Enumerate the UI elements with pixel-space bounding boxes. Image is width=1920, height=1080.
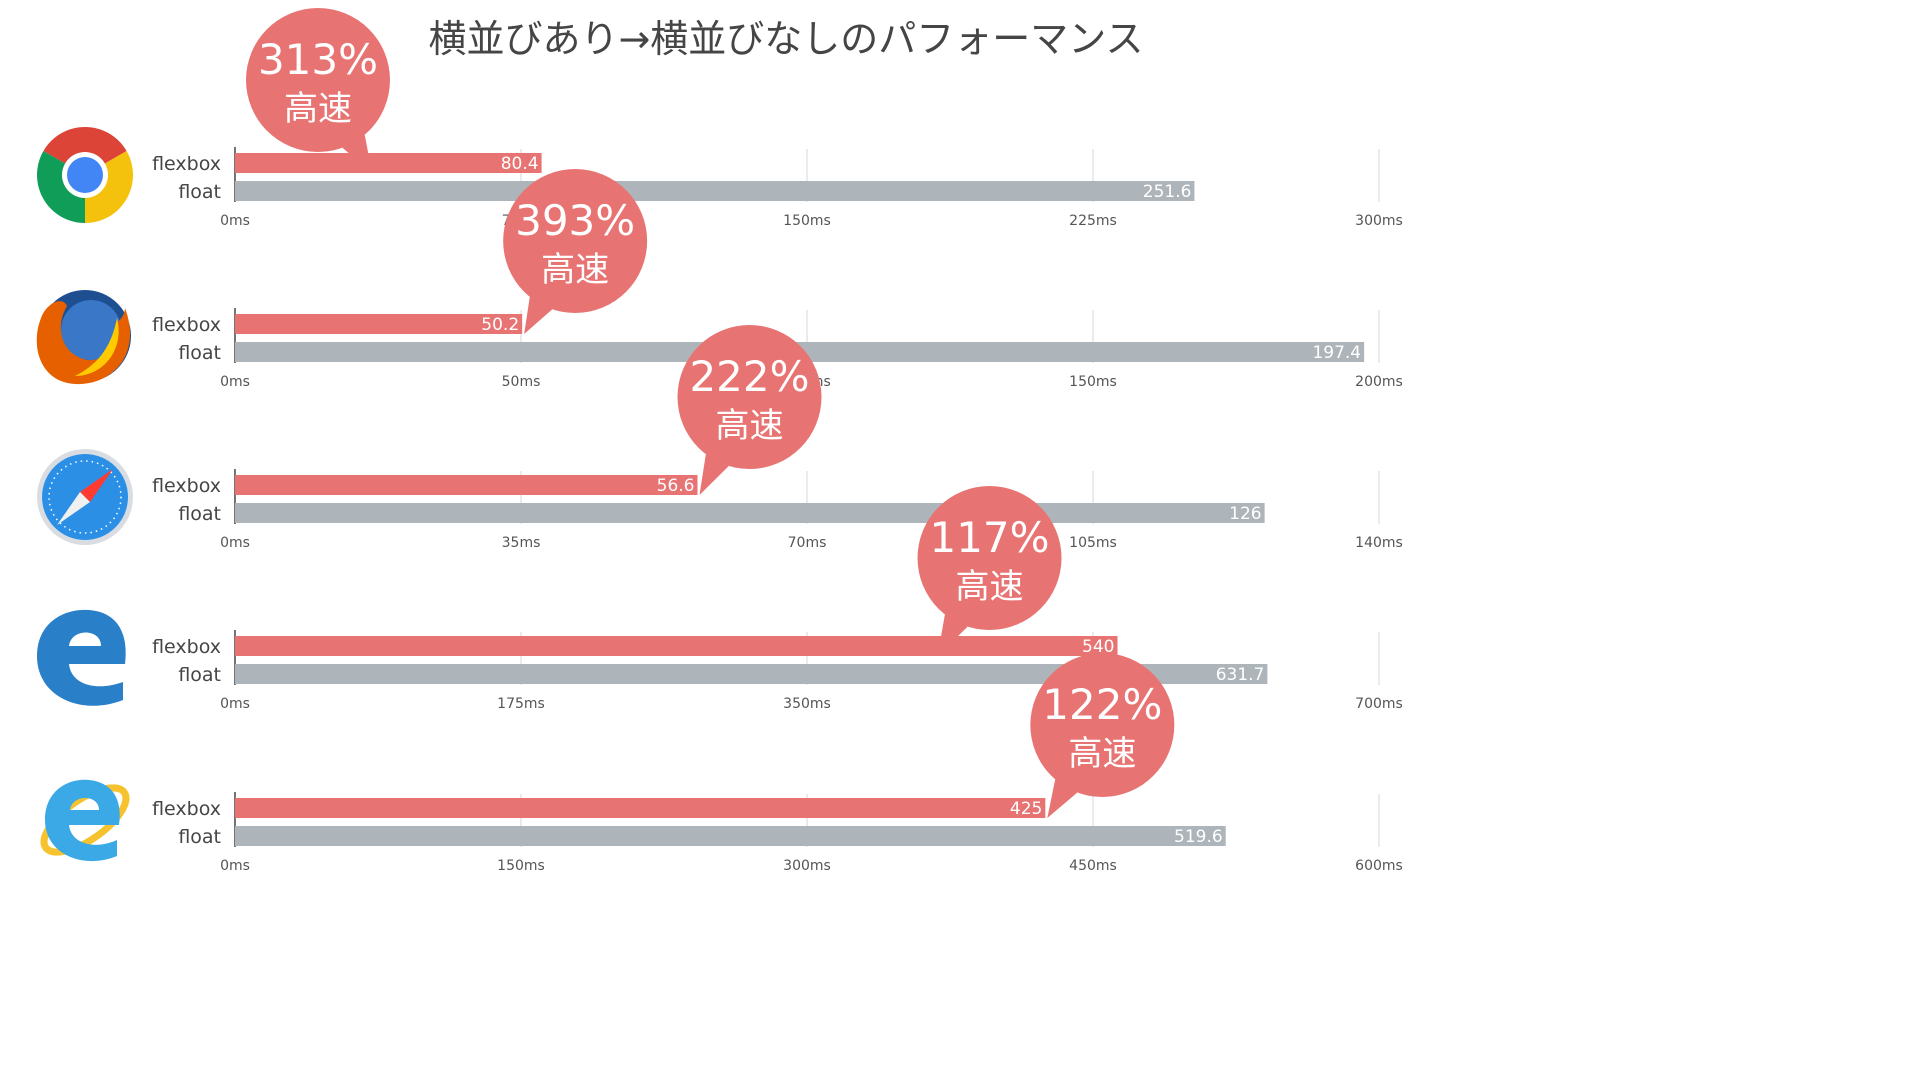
callout-percent: 313%	[258, 35, 378, 84]
value-label: 540	[1082, 637, 1114, 657]
bar-flexbox	[235, 636, 1118, 656]
series-label-float: float	[178, 342, 221, 364]
series-label-flexbox: flexbox	[152, 153, 221, 175]
callout-circle	[503, 169, 648, 313]
ie-ring	[40, 784, 130, 856]
series-label-float: float	[178, 664, 221, 686]
tick-label: 70ms	[788, 535, 827, 551]
tick-label: 0ms	[220, 696, 250, 712]
callout-circle	[1030, 653, 1175, 797]
callout-tail	[699, 454, 729, 495]
speed-callout: 393% 高速	[503, 169, 648, 334]
bar-float	[235, 181, 1195, 201]
value-label: 425	[1010, 799, 1042, 819]
tick-label: 450ms	[1069, 858, 1117, 874]
value-label: 126	[1229, 504, 1261, 524]
safari-ticks	[48, 460, 122, 534]
edge-logo-icon	[37, 609, 126, 706]
ie-letter	[45, 779, 120, 862]
callout-circle	[917, 486, 1062, 630]
bar-flexbox	[235, 475, 698, 495]
tick-label: 150ms	[783, 213, 831, 229]
tick-label: 225ms	[1069, 213, 1117, 229]
callout-circle	[246, 8, 390, 152]
series-label-flexbox: flexbox	[152, 636, 221, 658]
firefox-fox	[36, 301, 131, 385]
series-label-float: float	[178, 181, 221, 203]
series-label-flexbox: flexbox	[152, 314, 221, 336]
callout-text: 高速	[284, 89, 352, 129]
chrome-segment	[43, 127, 127, 175]
chart-group-edge: 0ms175ms350ms525ms700ms540flexbox631.7fl…	[37, 609, 1403, 712]
tick-label: 35ms	[502, 535, 541, 551]
callout-percent: 393%	[515, 196, 635, 245]
value-label: 56.6	[657, 476, 695, 496]
value-label: 251.6	[1143, 182, 1192, 202]
performance-chart: 横並びあり→横並びなしのパフォーマンス 0ms75ms150ms225ms300…	[36, 8, 1403, 874]
internet-explorer-logo-icon	[40, 779, 130, 862]
chrome-center	[67, 157, 103, 193]
bar-float	[235, 664, 1268, 684]
tick-label: 350ms	[783, 696, 831, 712]
value-label: 50.2	[481, 315, 519, 335]
firefox-flame	[75, 318, 119, 376]
tick-label: 300ms	[783, 858, 831, 874]
callout-text: 高速	[716, 406, 784, 446]
chart-group-chrome: 0ms75ms150ms225ms300ms80.4flexbox251.6fl…	[37, 127, 1403, 229]
speed-callout: 117% 高速	[917, 486, 1062, 656]
tick-label: 600ms	[1355, 858, 1403, 874]
tick-label: 300ms	[1355, 213, 1403, 229]
tick-label: 175ms	[497, 696, 545, 712]
tick-label: 150ms	[497, 858, 545, 874]
callout-percent: 122%	[1042, 680, 1162, 729]
safari-needle-white	[57, 492, 90, 525]
tick-label: 0ms	[220, 374, 250, 390]
series-label-flexbox: flexbox	[152, 798, 221, 820]
tick-label: 0ms	[220, 858, 250, 874]
value-label: 197.4	[1312, 343, 1361, 363]
value-label: 631.7	[1216, 665, 1265, 685]
value-label: 80.4	[501, 154, 539, 174]
firefox-globe-light	[61, 300, 121, 360]
tick-label: 0ms	[220, 213, 250, 229]
value-label: 519.6	[1174, 827, 1223, 847]
series-label-flexbox: flexbox	[152, 475, 221, 497]
tick-label: 140ms	[1355, 535, 1403, 551]
tick-label: 0ms	[220, 535, 250, 551]
bar-flexbox	[235, 314, 523, 334]
speed-callout: 222% 高速	[677, 325, 822, 495]
callout-tail	[937, 614, 968, 656]
series-label-float: float	[178, 826, 221, 848]
tick-label: 50ms	[502, 374, 541, 390]
tick-label: 700ms	[1355, 696, 1403, 712]
chrome-logo-icon	[37, 127, 133, 223]
tick-label: 150ms	[1069, 374, 1117, 390]
chart-group-ie: 0ms 150ms 300ms 450ms 600ms 425 flexbox 519.6 fl…	[40, 779, 1403, 874]
speed-callout: 122% 高速	[1030, 653, 1175, 818]
callout-percent: 222%	[689, 352, 809, 401]
safari-needle-red	[80, 469, 113, 502]
bar-flexbox	[235, 798, 1046, 818]
chart-title: 横並びあり→横並びなしのパフォーマンス	[428, 17, 1143, 61]
bar-float	[235, 503, 1265, 523]
tick-label: 105ms	[1069, 535, 1117, 551]
tick-label: 200ms	[1355, 374, 1403, 390]
callout-text: 高速	[541, 250, 609, 290]
firefox-logo-icon	[36, 290, 131, 385]
bar-flexbox	[235, 153, 542, 173]
edge-letter	[37, 609, 126, 706]
series-label-float: float	[178, 503, 221, 525]
callout-text: 高速	[1068, 734, 1136, 774]
callout-percent: 117%	[929, 513, 1049, 562]
speed-callout: 313% 高速	[246, 8, 390, 173]
safari-logo-icon	[37, 449, 133, 545]
bar-float	[235, 826, 1226, 846]
callout-circle	[677, 325, 822, 469]
callout-text: 高速	[956, 567, 1024, 607]
